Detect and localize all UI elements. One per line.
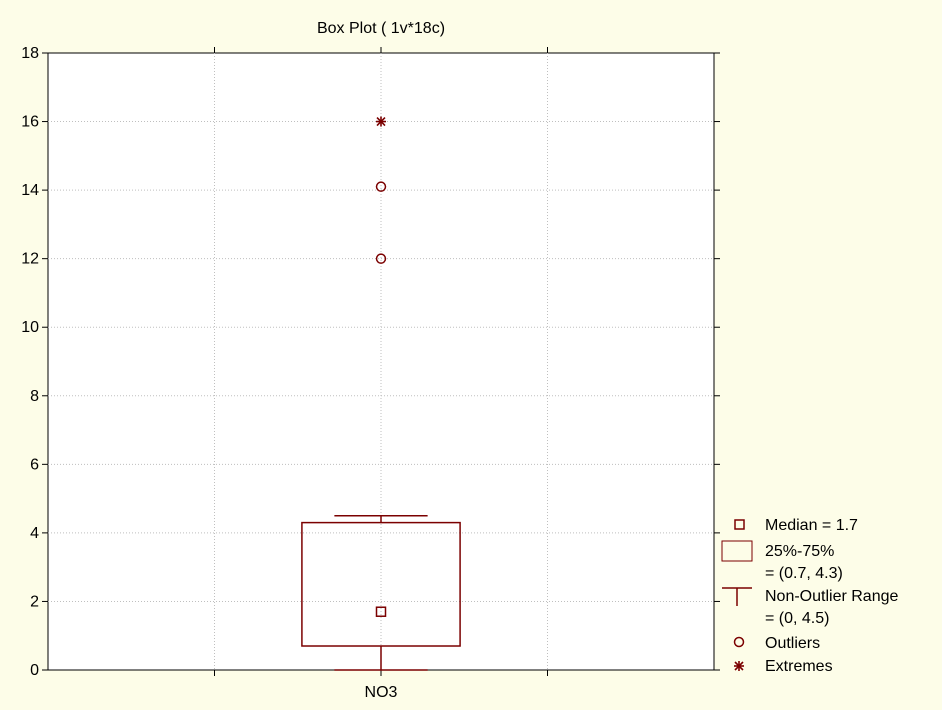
x-axis: NO3: [214, 47, 548, 701]
legend-extremes-label: Extremes: [765, 658, 833, 675]
legend-median-marker: [734, 519, 745, 530]
legend-median-label: Median = 1.7: [765, 517, 858, 534]
y-tick-label: 8: [30, 388, 39, 405]
y-tick-label: 2: [30, 593, 39, 610]
y-tick-label: 14: [21, 182, 39, 199]
legend-range-label: Non-Outlier Range: [765, 588, 899, 605]
iqr-box: [301, 521, 461, 647]
extreme-point: [376, 116, 386, 127]
y-tick-label: 12: [21, 251, 39, 268]
chart-title: Box Plot ( 1v*18c): [317, 20, 445, 37]
y-tick-label: 16: [21, 114, 39, 131]
y-tick-label: 4: [30, 525, 39, 542]
legend: Median = 1.7 25%-75% = (0.7, 4.3) Non-Ou…: [721, 517, 899, 675]
legend-box-label: 25%-75%: [765, 543, 834, 560]
legend-outliers-label: Outliers: [765, 635, 820, 652]
y-axis: 0 2 4 6 8 10 12 14 16 18: [21, 45, 720, 679]
y-tick-label: 6: [30, 456, 39, 473]
legend-outlier-marker: [733, 636, 745, 648]
y-tick-label: 0: [30, 662, 39, 679]
outlier-point: [375, 181, 387, 192]
grid-lines: [48, 53, 714, 670]
legend-range-value: = (0, 4.5): [765, 610, 829, 627]
y-tick-label: 18: [21, 45, 39, 62]
legend-box-marker: [721, 540, 753, 562]
x-tick-label: NO3: [365, 684, 398, 701]
median-marker: [375, 606, 387, 617]
y-tick-label: 10: [21, 319, 39, 336]
outlier-point: [375, 253, 387, 264]
legend-extreme-marker: [734, 661, 744, 671]
legend-box-range: = (0.7, 4.3): [765, 565, 843, 582]
box-series: [301, 116, 461, 671]
plot-area: [47, 52, 715, 671]
